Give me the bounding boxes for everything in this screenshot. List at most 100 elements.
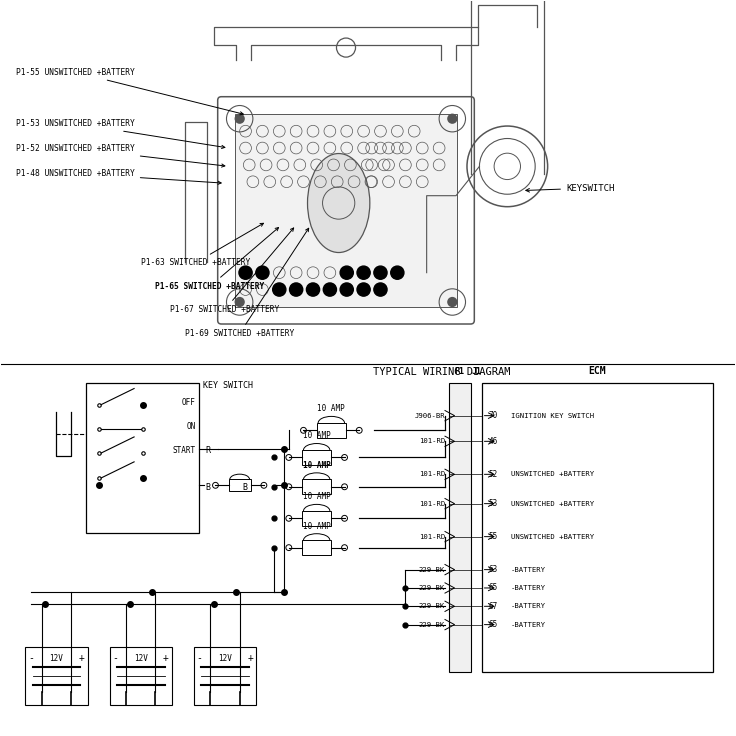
Ellipse shape xyxy=(308,154,369,252)
Circle shape xyxy=(235,297,245,307)
Circle shape xyxy=(374,266,387,279)
Text: J1: J1 xyxy=(471,367,481,376)
Circle shape xyxy=(391,266,404,279)
Bar xyxy=(194,647,256,705)
Text: -BATTERY: -BATTERY xyxy=(511,622,546,628)
Text: UNSWITCHED +BATTERY: UNSWITCHED +BATTERY xyxy=(511,471,594,478)
Circle shape xyxy=(357,266,370,279)
Text: +: + xyxy=(163,654,169,663)
Text: P1-48 UNSWITCHED +BATTERY: P1-48 UNSWITCHED +BATTERY xyxy=(16,169,221,184)
Circle shape xyxy=(272,283,286,296)
Text: UNSWITCHED +BATTERY: UNSWITCHED +BATTERY xyxy=(511,534,594,539)
Circle shape xyxy=(235,113,245,124)
Circle shape xyxy=(306,283,319,296)
Text: 229-BK: 229-BK xyxy=(419,585,445,591)
Text: 101-RD: 101-RD xyxy=(419,534,445,539)
Circle shape xyxy=(213,482,219,488)
Text: J906-BR: J906-BR xyxy=(414,413,445,419)
Bar xyxy=(302,540,331,555)
Circle shape xyxy=(342,484,347,489)
Circle shape xyxy=(447,113,458,124)
Circle shape xyxy=(340,266,353,279)
Circle shape xyxy=(323,283,336,296)
Bar xyxy=(302,511,331,526)
Circle shape xyxy=(261,482,267,488)
Text: P1: P1 xyxy=(455,367,464,376)
Text: P1-63 SWITCHED +BATTERY: P1-63 SWITCHED +BATTERY xyxy=(141,223,263,267)
Bar xyxy=(85,383,199,533)
Text: -BATTERY: -BATTERY xyxy=(511,567,546,573)
Text: 10 AMP: 10 AMP xyxy=(317,404,345,413)
Text: 52: 52 xyxy=(489,470,498,479)
Bar xyxy=(25,647,88,705)
Bar xyxy=(229,479,251,491)
Text: 101-RD: 101-RD xyxy=(419,500,445,506)
Circle shape xyxy=(342,545,347,551)
Text: START: START xyxy=(172,446,196,455)
Circle shape xyxy=(289,283,302,296)
Text: OFF: OFF xyxy=(182,397,196,407)
Text: R: R xyxy=(205,446,210,455)
Text: 12V: 12V xyxy=(218,654,232,663)
Circle shape xyxy=(342,515,347,521)
Text: 101-RD: 101-RD xyxy=(419,439,445,445)
Text: P1-69 SWITCHED +BATTERY: P1-69 SWITCHED +BATTERY xyxy=(185,228,308,339)
Circle shape xyxy=(356,428,362,434)
Circle shape xyxy=(357,283,370,296)
Circle shape xyxy=(286,455,291,461)
Text: KEY SWITCH: KEY SWITCH xyxy=(203,381,253,390)
Bar xyxy=(316,423,346,438)
Circle shape xyxy=(447,297,458,307)
Circle shape xyxy=(286,515,291,521)
Text: 229-BK: 229-BK xyxy=(419,567,445,573)
Bar xyxy=(302,450,331,465)
Text: 12V: 12V xyxy=(49,654,63,663)
Circle shape xyxy=(340,283,353,296)
Text: 229-BK: 229-BK xyxy=(419,604,445,609)
Text: 12V: 12V xyxy=(134,654,148,663)
Bar xyxy=(481,383,712,672)
Text: 10 AMP: 10 AMP xyxy=(302,522,330,531)
Circle shape xyxy=(374,283,387,296)
Text: P1-55 UNSWITCHED +BATTERY: P1-55 UNSWITCHED +BATTERY xyxy=(16,68,244,115)
Text: P1-65 SWITCHED +BATTERY: P1-65 SWITCHED +BATTERY xyxy=(155,227,278,291)
Text: 10 AMP: 10 AMP xyxy=(302,492,330,501)
Text: KEYSWITCH: KEYSWITCH xyxy=(526,183,615,193)
Text: P1-67 SWITCHED +BATTERY: P1-67 SWITCHED +BATTERY xyxy=(170,228,294,314)
Text: -: - xyxy=(28,654,34,663)
Text: 65: 65 xyxy=(489,584,498,592)
Bar xyxy=(110,647,172,705)
Text: 65: 65 xyxy=(489,620,498,629)
Text: IGNITION KEY SWITCH: IGNITION KEY SWITCH xyxy=(511,413,594,419)
Bar xyxy=(235,113,458,307)
Text: B: B xyxy=(242,483,247,492)
Text: B: B xyxy=(205,483,210,492)
Circle shape xyxy=(286,545,291,551)
Circle shape xyxy=(239,266,252,279)
Text: 53: 53 xyxy=(489,499,498,508)
Text: 67: 67 xyxy=(489,602,498,611)
Text: 46: 46 xyxy=(489,437,498,446)
Text: 63: 63 xyxy=(489,565,498,574)
Text: 101-RD: 101-RD xyxy=(419,471,445,478)
Text: +: + xyxy=(79,654,85,663)
Circle shape xyxy=(286,484,291,489)
Text: ECM: ECM xyxy=(588,366,606,376)
Circle shape xyxy=(342,455,347,461)
Circle shape xyxy=(256,266,269,279)
Text: -BATTERY: -BATTERY xyxy=(511,604,546,609)
Text: P1-52 UNSWITCHED +BATTERY: P1-52 UNSWITCHED +BATTERY xyxy=(16,144,225,167)
FancyBboxPatch shape xyxy=(218,96,474,324)
Circle shape xyxy=(300,428,306,434)
Text: 229-BK: 229-BK xyxy=(419,622,445,628)
Text: 10 AMP: 10 AMP xyxy=(302,431,330,440)
Text: P1-53 UNSWITCHED +BATTERY: P1-53 UNSWITCHED +BATTERY xyxy=(16,119,225,149)
Text: 70: 70 xyxy=(489,411,498,420)
Text: 10 AMP: 10 AMP xyxy=(302,461,330,470)
Text: ON: ON xyxy=(186,422,196,431)
Text: -BATTERY: -BATTERY xyxy=(511,585,546,591)
Text: TYPICAL WIRING DIAGRAM: TYPICAL WIRING DIAGRAM xyxy=(372,367,510,377)
Text: UNSWITCHED +BATTERY: UNSWITCHED +BATTERY xyxy=(511,500,594,506)
Text: +: + xyxy=(247,654,253,663)
Text: 55: 55 xyxy=(489,532,498,541)
